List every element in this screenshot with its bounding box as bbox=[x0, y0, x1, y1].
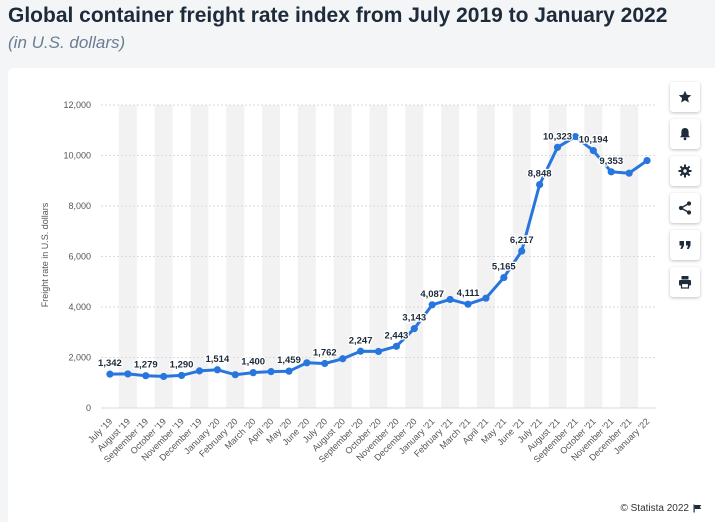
data-point[interactable] bbox=[124, 370, 132, 378]
y-tick-label: 2,000 bbox=[68, 353, 91, 363]
bell-icon bbox=[680, 128, 690, 141]
y-tick-label: 4,000 bbox=[68, 302, 91, 312]
y-tick-label: 0 bbox=[86, 403, 91, 413]
data-point[interactable] bbox=[392, 342, 401, 350]
data-label: 9,353 bbox=[599, 156, 623, 167]
data-point[interactable] bbox=[177, 371, 186, 380]
data-point[interactable] bbox=[410, 325, 418, 333]
flag-icon bbox=[693, 504, 702, 513]
data-point[interactable] bbox=[446, 295, 454, 304]
data-label: 3,143 bbox=[402, 313, 426, 324]
data-point[interactable] bbox=[625, 169, 633, 177]
data-label: 8,848 bbox=[528, 169, 552, 180]
y-tick-label: 10,000 bbox=[63, 151, 91, 161]
data-point[interactable] bbox=[464, 300, 472, 308]
data-label: 4,087 bbox=[420, 289, 444, 300]
data-point[interactable] bbox=[482, 294, 490, 302]
column-band bbox=[226, 105, 245, 408]
data-point[interactable] bbox=[374, 347, 383, 356]
data-point[interactable] bbox=[536, 180, 544, 189]
data-point[interactable] bbox=[428, 301, 436, 309]
data-point[interactable] bbox=[267, 368, 275, 376]
data-label: 10,323 bbox=[543, 131, 572, 142]
chart-subtitle: (in U.S. dollars) bbox=[8, 33, 126, 52]
data-label: 1,290 bbox=[170, 359, 194, 370]
data-label: 1,459 bbox=[277, 355, 301, 366]
data-point[interactable] bbox=[321, 359, 329, 368]
data-point[interactable] bbox=[231, 371, 239, 379]
print-icon bbox=[679, 276, 691, 289]
data-point[interactable] bbox=[339, 355, 347, 363]
data-label: 5,165 bbox=[492, 262, 516, 273]
column-band bbox=[118, 105, 137, 408]
column-band bbox=[154, 105, 173, 408]
gear-icon bbox=[678, 164, 692, 178]
y-tick-label: 8,000 bbox=[68, 201, 91, 211]
data-point[interactable] bbox=[195, 367, 204, 375]
data-point[interactable] bbox=[303, 359, 311, 367]
data-point[interactable] bbox=[142, 372, 150, 380]
share-icon bbox=[678, 201, 692, 215]
data-label: 1,342 bbox=[98, 358, 122, 369]
y-axis-label: Freight rate in U.S. dollars bbox=[40, 202, 50, 307]
data-label: 1,279 bbox=[134, 360, 158, 371]
y-tick-label: 6,000 bbox=[68, 252, 91, 262]
data-label: 1,514 bbox=[205, 354, 229, 365]
data-point[interactable] bbox=[518, 247, 526, 255]
data-point[interactable] bbox=[160, 372, 168, 381]
chart-title: Global container freight rate index from… bbox=[8, 4, 668, 27]
statista-credit[interactable]: © Statista 2022 bbox=[620, 503, 702, 514]
data-label: 2,247 bbox=[349, 335, 373, 346]
settings-button[interactable] bbox=[670, 156, 700, 186]
data-point[interactable] bbox=[643, 156, 651, 165]
chart-toolbar bbox=[670, 82, 700, 297]
data-point[interactable] bbox=[589, 147, 597, 155]
data-label: 1,400 bbox=[241, 357, 265, 368]
data-point[interactable] bbox=[553, 143, 562, 151]
share-button[interactable] bbox=[670, 193, 700, 223]
data-point[interactable] bbox=[607, 168, 615, 176]
data-point[interactable] bbox=[285, 367, 293, 375]
data-point[interactable] bbox=[106, 370, 114, 378]
cite-button[interactable] bbox=[670, 230, 700, 260]
data-label: 6,217 bbox=[510, 235, 534, 246]
favorite-button[interactable] bbox=[670, 82, 700, 112]
data-point[interactable] bbox=[571, 132, 580, 141]
data-point[interactable] bbox=[356, 347, 365, 355]
notification-button[interactable] bbox=[670, 119, 700, 149]
data-label: 10,194 bbox=[579, 135, 609, 146]
column-band bbox=[262, 105, 281, 408]
data-point[interactable] bbox=[249, 369, 257, 377]
data-label: 4,111 bbox=[457, 288, 480, 299]
data-point[interactable] bbox=[500, 273, 508, 282]
y-tick-label: 12,000 bbox=[63, 100, 91, 110]
data-label: 2,443 bbox=[385, 330, 409, 341]
column-band bbox=[190, 105, 209, 408]
data-label: 1,762 bbox=[313, 348, 337, 359]
quote-icon bbox=[679, 241, 691, 249]
print-button[interactable] bbox=[670, 267, 700, 297]
credit-text: © Statista 2022 bbox=[620, 503, 689, 514]
data-point[interactable] bbox=[213, 366, 221, 374]
star-icon bbox=[678, 90, 692, 103]
